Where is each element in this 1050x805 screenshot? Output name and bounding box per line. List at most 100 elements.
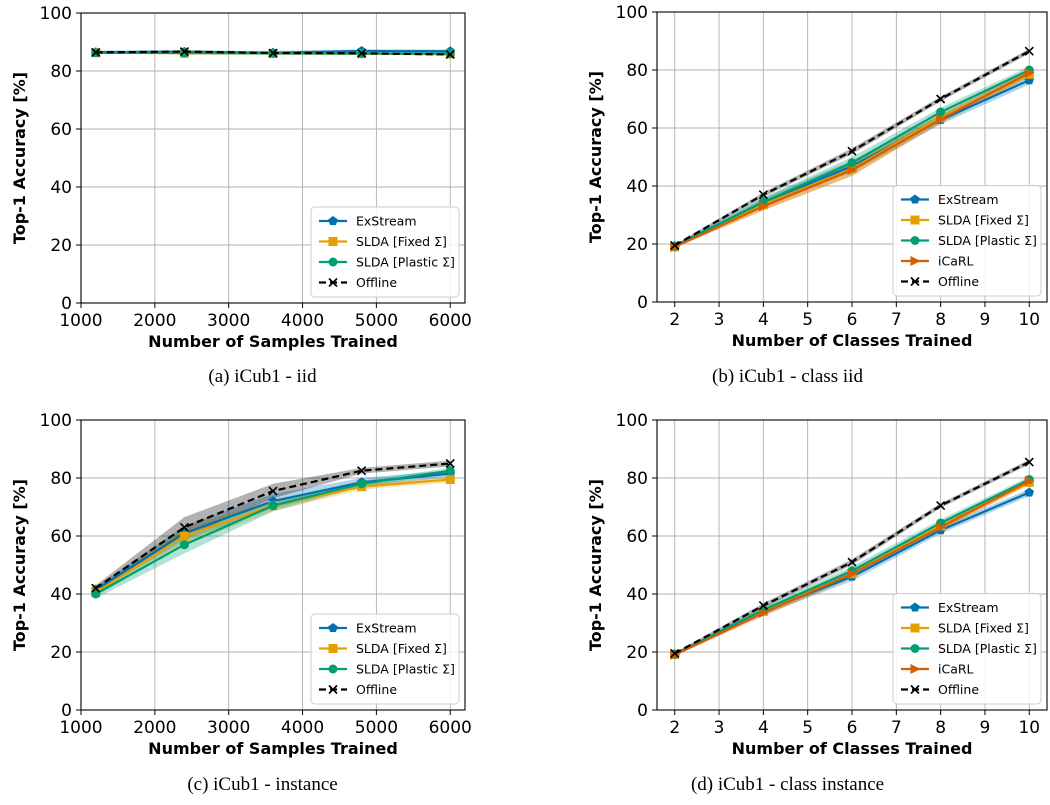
x-tick-label: 6000 — [429, 718, 472, 738]
plot-frame — [80, 12, 466, 304]
y-tick-label: 20 — [50, 236, 72, 256]
x-tick-label: 4000 — [281, 311, 324, 331]
legend-label-slda-plastic-sigma: SLDA [Plastic Σ] — [938, 233, 1037, 248]
data-point-icarl — [1024, 475, 1035, 486]
data-point-offline — [670, 240, 680, 251]
legend-marker-offline — [328, 684, 338, 695]
data-point-slda-plastic-sigma — [179, 540, 189, 550]
y-tick-label: 80 — [626, 61, 648, 81]
legend-box — [310, 206, 460, 298]
caption-b: (b) iCub1 - class iid — [712, 366, 863, 387]
data-point-slda-fixed-sigma — [179, 531, 189, 541]
legend-marker-slda-fixed-sigma — [910, 623, 920, 633]
data-point-offline — [847, 146, 857, 156]
data-point-slda-fixed-sigma — [445, 474, 455, 484]
legend-label-exstream: ExStream — [356, 214, 417, 229]
x-tick-label: 7 — [891, 310, 902, 330]
x-tick-label: 3 — [714, 310, 725, 330]
data-point-slda-plastic-sigma — [179, 48, 189, 58]
legend-box — [892, 185, 1042, 297]
data-point-offline — [758, 601, 768, 611]
data-point-offline — [91, 583, 101, 593]
y-tick-label: 20 — [50, 643, 72, 663]
legend-label-icarl: iCaRL — [938, 254, 974, 269]
x-tick-label: 6000 — [429, 311, 472, 331]
confidence-band-exstream — [95, 470, 451, 593]
x-tick-label: 4 — [758, 310, 769, 330]
x-tick-label: 4000 — [281, 718, 324, 738]
legend-label-slda-plastic-sigma: SLDA [Plastic Σ] — [356, 662, 455, 677]
legend-marker-slda-plastic-sigma — [910, 236, 920, 245]
legend-marker-exstream — [910, 602, 920, 612]
x-tick-label: 6 — [847, 310, 858, 330]
x-tick-label: 2 — [669, 718, 680, 738]
y-tick-label: 60 — [626, 527, 648, 547]
y-tick-label: 80 — [50, 469, 72, 489]
legend-marker-slda-fixed-sigma — [328, 644, 338, 653]
x-tick-label: 10 — [1018, 310, 1040, 330]
x-tick-label: 2000 — [133, 718, 176, 738]
data-point-icarl — [936, 522, 947, 533]
y-tick-label: 60 — [626, 119, 648, 139]
legend-marker-exstream — [328, 216, 338, 225]
y-tick-label: 100 — [616, 3, 648, 23]
legend-marker-slda-fixed-sigma — [910, 215, 920, 225]
legend: ExStream SLDA [Fixed Σ] SLDA [Plastic Σ] Of… — [310, 206, 460, 298]
legend-label-slda-fixed-sigma: SLDA [Fixed Σ] — [938, 621, 1029, 636]
data-point-offline — [847, 557, 857, 567]
y-tick-label: 60 — [50, 527, 72, 547]
y-tick-label: 100 — [616, 411, 648, 431]
legend-marker-exstream — [910, 194, 920, 204]
y-tick-label: 40 — [50, 178, 72, 198]
x-tick-label: 8 — [935, 310, 946, 330]
data-point-offline — [1024, 457, 1034, 467]
x-tick-label: 7 — [891, 718, 902, 738]
data-point-offline — [91, 47, 101, 58]
data-point-offline — [357, 48, 367, 58]
legend-marker-slda-plastic-sigma — [910, 644, 920, 653]
y-tick-label: 80 — [626, 469, 648, 489]
legend-box — [310, 613, 460, 705]
data-point-icarl — [758, 201, 769, 212]
y-tick-label: 0 — [637, 293, 648, 313]
chart-panel-a: 1000 2000 3000 4000 5000 6000 0 20 40 60 80 100 Numb… — [10, 4, 472, 351]
legend-box — [892, 593, 1042, 705]
legend-label-slda-plastic-sigma: SLDA [Plastic Σ] — [938, 641, 1037, 656]
data-point-offline — [179, 522, 189, 532]
data-point-offline — [268, 486, 278, 496]
x-tick-label: 2 — [669, 310, 680, 330]
x-tick-label: 1000 — [59, 311, 102, 331]
legend: ExStream SLDA [Fixed Σ] SLDA [Plastic Σ] Of… — [310, 613, 460, 705]
data-point-icarl — [1024, 67, 1035, 78]
data-point-offline — [936, 500, 946, 511]
legend-label-slda-fixed-sigma: SLDA [Fixed Σ] — [356, 641, 447, 656]
legend-label-offline: Offline — [938, 274, 979, 289]
data-point-offline — [1024, 46, 1034, 56]
caption-c: (c) iCub1 - instance — [187, 774, 338, 795]
x-axis-label: Number of Classes Trained — [732, 739, 973, 758]
data-point-offline — [936, 94, 946, 104]
data-point-icarl — [758, 607, 769, 618]
legend-marker-slda-fixed-sigma — [328, 237, 338, 246]
x-axis-label: Number of Samples Trained — [148, 739, 398, 758]
data-point-offline — [445, 49, 455, 60]
y-tick-label: 0 — [61, 701, 72, 721]
legend: ExStream SLDA [Fixed Σ] SLDA [Plastic Σ] iC… — [892, 185, 1042, 297]
data-point-offline — [445, 458, 455, 469]
x-tick-label: 3 — [714, 718, 725, 738]
legend-label-slda-fixed-sigma: SLDA [Fixed Σ] — [938, 213, 1029, 228]
x-tick-label: 3000 — [207, 718, 250, 738]
x-tick-label: 5 — [802, 718, 813, 738]
legend-marker-slda-plastic-sigma — [328, 664, 338, 674]
data-point-slda-plastic-sigma — [91, 589, 101, 599]
legend-marker-slda-plastic-sigma — [328, 257, 338, 267]
legend-label-slda-plastic-sigma: SLDA [Plastic Σ] — [356, 255, 455, 270]
x-tick-label: 3000 — [207, 311, 250, 331]
caption-d: (d) iCub1 - class instance — [690, 774, 885, 795]
y-tick-label: 40 — [626, 177, 648, 197]
legend-label-slda-fixed-sigma: SLDA [Fixed Σ] — [356, 234, 447, 249]
legend-marker-icarl — [910, 256, 921, 266]
